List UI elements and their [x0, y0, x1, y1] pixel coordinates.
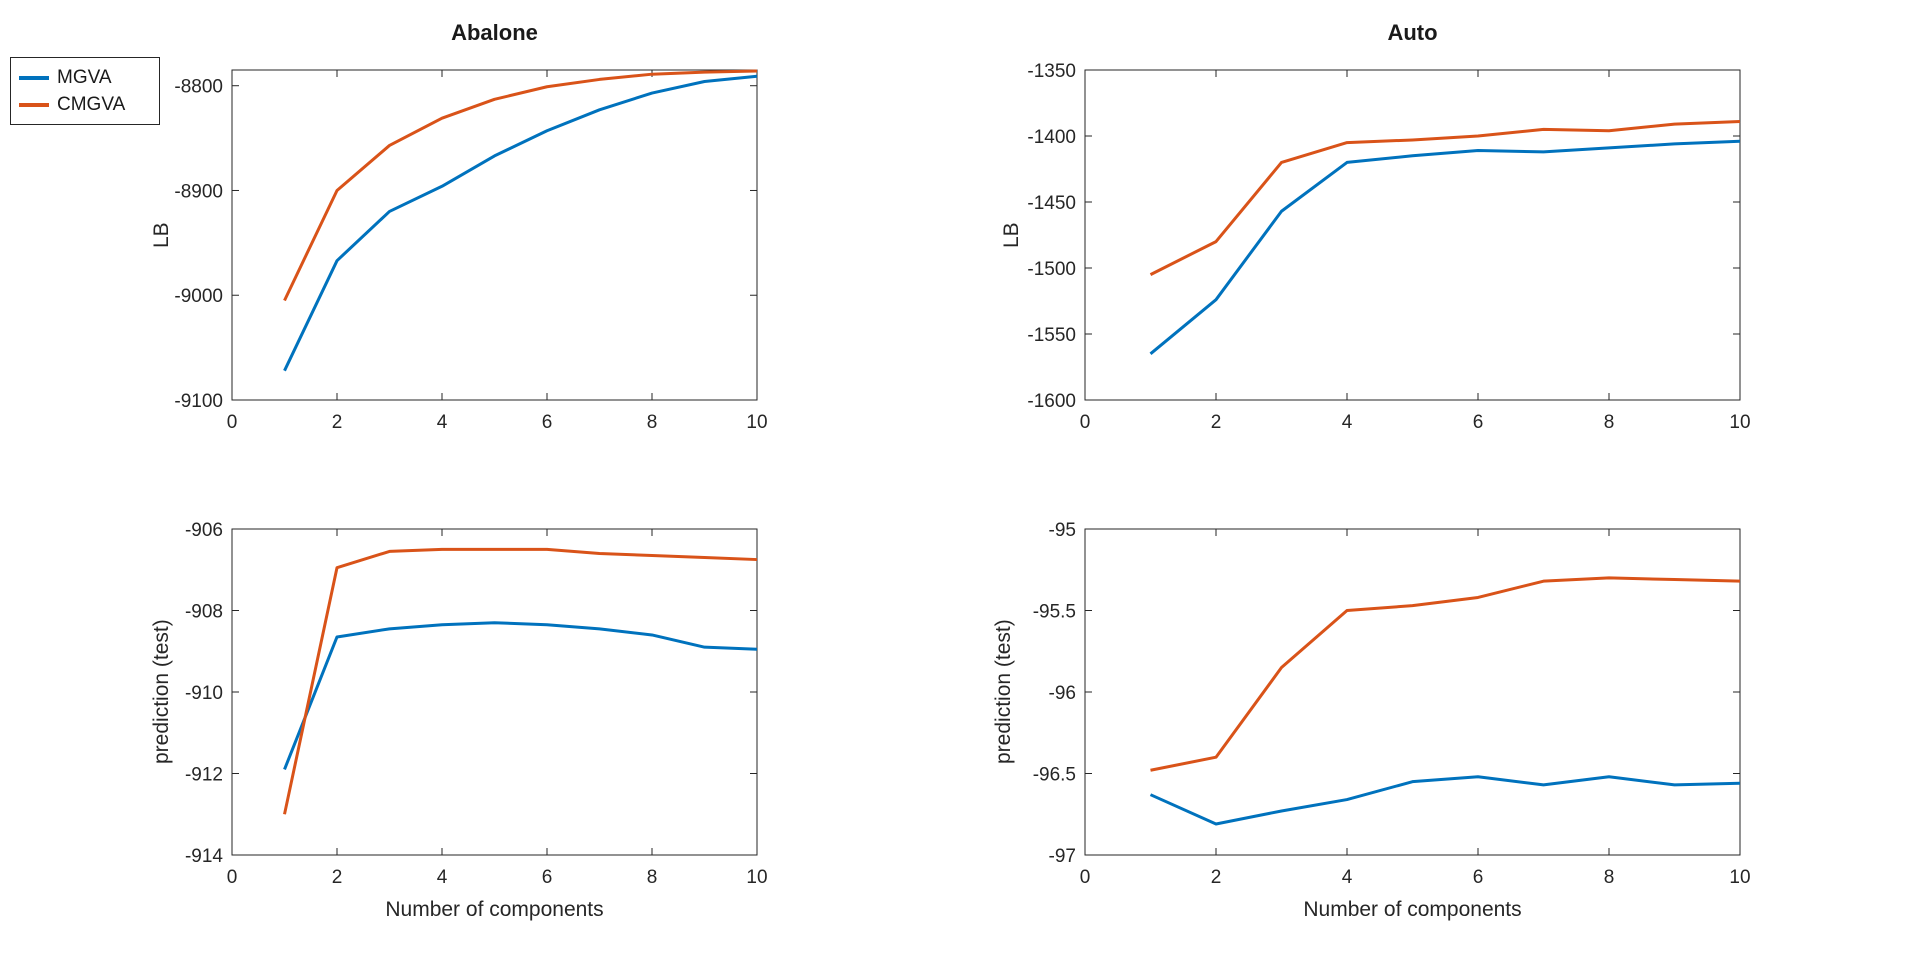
legend: MGVA CMGVA — [10, 57, 160, 125]
y-tick-label: -914 — [185, 846, 223, 867]
y-tick-label: -9000 — [174, 286, 223, 307]
x-tick-label: 4 — [1342, 867, 1353, 888]
y-tick-label: -1450 — [1027, 193, 1076, 214]
x-tick-label: 2 — [332, 867, 343, 888]
y-tick-label: -95.5 — [1033, 602, 1076, 623]
series-line-cmgva — [283, 547, 758, 815]
axis-box — [231, 69, 758, 401]
legend-item-cmgva: CMGVA — [11, 95, 159, 114]
legend-item-mgva: MGVA — [11, 68, 159, 87]
y-axis-label-auto-lb: LB — [1000, 222, 1023, 248]
series-line-mgva — [283, 621, 758, 770]
y-tick-label: -9100 — [174, 391, 223, 412]
x-tick-label: 6 — [1473, 867, 1484, 888]
y-tick-label: -96.5 — [1033, 765, 1076, 786]
y-tick-label: -912 — [185, 765, 223, 786]
y-tick-label: -95 — [1049, 520, 1076, 541]
x-tick-label: 8 — [647, 867, 658, 888]
x-tick-label: 10 — [746, 412, 767, 433]
y-tick-label: -1500 — [1027, 259, 1076, 280]
x-tick-label: 6 — [1473, 412, 1484, 433]
y-tick-label: -1550 — [1027, 325, 1076, 346]
series-line-mgva — [1149, 775, 1741, 826]
y-axis-label-abalone-prediction: prediction (test) — [150, 619, 173, 765]
cmgva-line-swatch — [19, 102, 49, 107]
x-tick-label: 4 — [1342, 412, 1353, 433]
y-tick-label: -910 — [185, 683, 223, 704]
series-line-cmgva — [1149, 119, 1741, 276]
x-tick-label: 4 — [437, 412, 448, 433]
x-tick-label: 0 — [1080, 412, 1091, 433]
y-tick-label: -1350 — [1027, 61, 1076, 82]
legend-label-mgva: MGVA — [57, 67, 112, 88]
chart-title-auto: Auto — [1387, 20, 1438, 45]
series-line-cmgva — [283, 69, 758, 302]
chart-title-abalone: Abalone — [451, 20, 538, 45]
x-tick-label: 8 — [1604, 412, 1615, 433]
x-axis-label-abalone: Number of components — [385, 898, 604, 921]
y-tick-label: -97 — [1049, 846, 1076, 867]
y-tick-label: -906 — [185, 520, 223, 541]
x-tick-label: 10 — [1729, 867, 1750, 888]
x-tick-label: 0 — [227, 412, 238, 433]
chart-prediction-test-: 0 2 4 6 8 10 -97 -96.5 -96 -95.5 -95 — [1033, 520, 1751, 888]
y-tick-label: -8800 — [174, 77, 223, 98]
x-tick-label: 8 — [1604, 867, 1615, 888]
x-tick-label: 10 — [746, 867, 767, 888]
axis-box — [1084, 69, 1741, 401]
y-tick-label: -1600 — [1027, 391, 1076, 412]
x-tick-label: 6 — [542, 867, 553, 888]
x-tick-label: 0 — [227, 867, 238, 888]
x-tick-label: 2 — [332, 412, 343, 433]
series-line-mgva — [1149, 139, 1741, 355]
chart-abalone: 0 2 4 6 8 10 -9100 -9000 -8900 -8800 — [174, 69, 768, 433]
legend-label-cmgva: CMGVA — [57, 94, 126, 115]
y-tick-label: -1400 — [1027, 127, 1076, 148]
chart-prediction-test-: 0 2 4 6 8 10 -914 -912 -910 -908 -906 — [185, 520, 768, 888]
y-axis-label-auto-prediction: prediction (test) — [992, 619, 1015, 765]
x-tick-label: 2 — [1211, 867, 1222, 888]
y-tick-label: -96 — [1049, 683, 1076, 704]
y-tick-label: -8900 — [174, 181, 223, 202]
x-axis-label-auto: Number of components — [1303, 898, 1522, 921]
x-tick-label: 10 — [1729, 412, 1750, 433]
series-line-mgva — [283, 74, 758, 372]
series-line-cmgva — [1150, 576, 1741, 772]
x-tick-label: 0 — [1080, 867, 1091, 888]
x-tick-label: 6 — [542, 412, 553, 433]
chart-auto: 0 2 4 6 8 10 -1600 -1550 -1500 -1450 -1400 -1350 — [1027, 61, 1750, 433]
x-tick-label: 2 — [1211, 412, 1222, 433]
x-tick-label: 4 — [437, 867, 448, 888]
y-tick-label: -908 — [185, 602, 223, 623]
x-tick-label: 8 — [647, 412, 658, 433]
mgva-line-swatch — [19, 75, 49, 80]
